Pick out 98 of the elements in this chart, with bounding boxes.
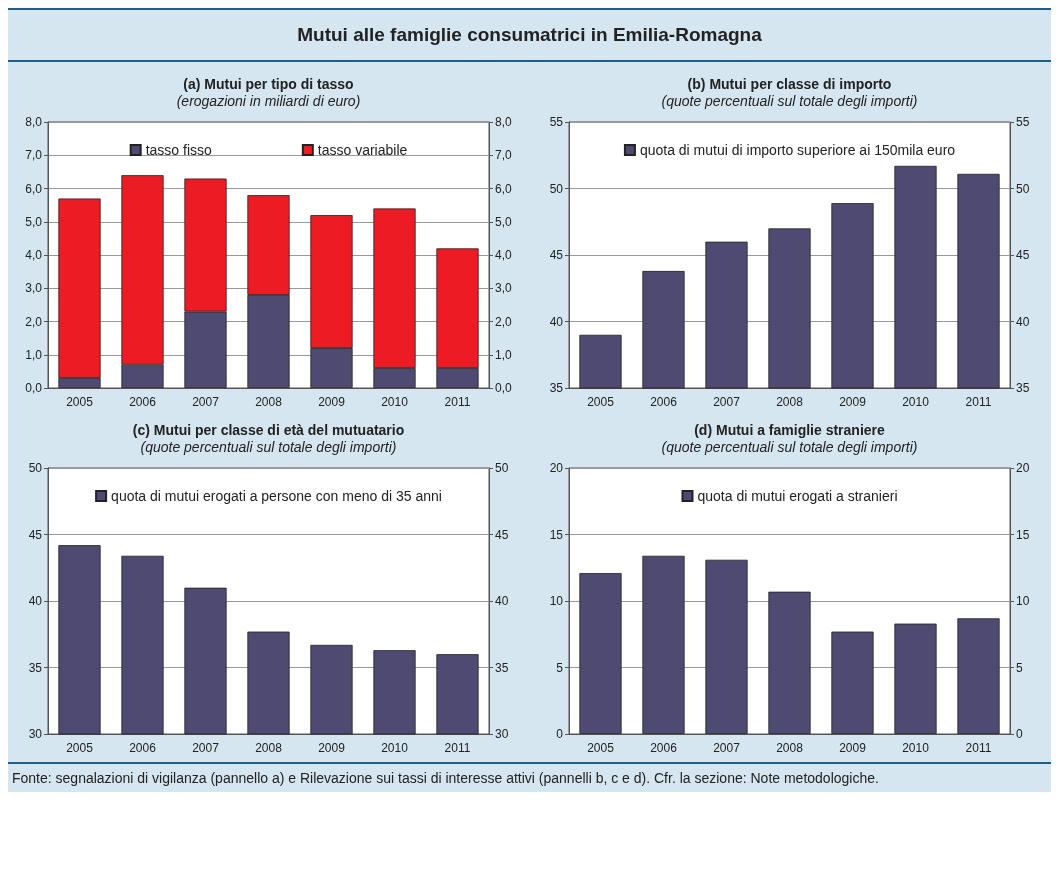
- chart-subtitle: (quote percentuali sul totale degli importi): [661, 439, 918, 455]
- x-tick-label: 2007: [192, 395, 220, 409]
- y-tick-label: 10: [549, 594, 564, 608]
- y2-tick-label: 40: [495, 594, 509, 608]
- y-tick-label: 5: [556, 660, 564, 675]
- y2-tick-label: 4,0: [495, 248, 513, 262]
- y-tick-label: 6,0: [25, 181, 43, 196]
- chart-subtitle: (quote percentuali sul totale degli importi): [661, 93, 918, 109]
- y-tick-label: 55: [549, 115, 564, 129]
- x-tick-label: 2008: [776, 741, 804, 755]
- y2-tick-label: 3,0: [495, 281, 513, 296]
- x-tick-label: 2006: [650, 395, 678, 409]
- x-tick-label: 2011: [965, 395, 992, 409]
- legend-label: tasso variabile: [317, 142, 408, 158]
- chart-subtitle: (erogazioni in miliardi di euro): [176, 93, 361, 109]
- y-tick-label: 45: [28, 527, 43, 542]
- y2-tick-label: 1,0: [495, 347, 513, 362]
- y2-tick-label: 30: [495, 727, 509, 741]
- y2-tick-label: 55: [1016, 115, 1030, 129]
- legend-label: quota di mutui erogati a persone con meno di 35 anni: [111, 488, 442, 504]
- y2-tick-label: 0: [1016, 727, 1023, 741]
- y-tick-label: 35: [549, 381, 564, 395]
- x-tick-label: 2005: [587, 395, 615, 409]
- y2-tick-label: 15: [1016, 527, 1030, 542]
- x-tick-label: 2006: [129, 741, 157, 755]
- x-tick-label: 2007: [713, 741, 741, 755]
- chart-title: (d) Mutui a famiglie straniere: [694, 422, 885, 438]
- y-tick-label: 20: [549, 461, 564, 475]
- bar: [894, 623, 937, 734]
- legend-label: quota di mutui erogati a stranieri: [697, 488, 898, 504]
- y-tick-label: 40: [28, 594, 43, 608]
- x-tick-label: 2010: [902, 395, 930, 409]
- x-tick-label: 2008: [255, 741, 283, 755]
- y2-tick-label: 10: [1016, 594, 1030, 608]
- bar: [768, 591, 811, 734]
- y2-tick-label: 7,0: [495, 148, 513, 163]
- text: Mutui alle famiglie consumatrici in Emilia-Romagna: [296, 24, 763, 46]
- y-tick-label: 0: [556, 727, 564, 741]
- y2-tick-label: 50: [495, 461, 509, 475]
- y2-tick-label: 0,0: [495, 381, 513, 395]
- y-tick-label: 4,0: [25, 248, 43, 262]
- x-tick-label: 2005: [66, 395, 94, 409]
- x-tick-label: 2008: [776, 395, 804, 409]
- y2-tick-label: 8,0: [495, 115, 513, 129]
- x-tick-label: 2010: [902, 741, 930, 755]
- chart-title: (b) Mutui per classe di importo: [687, 76, 892, 92]
- x-tick-label: 2010: [381, 395, 409, 409]
- chart-subtitle: (quote percentuali sul totale degli importi): [140, 439, 397, 455]
- x-tick-label: 2009: [839, 741, 867, 755]
- legend-label: quota di mutui di importo superiore ai 150mila euro: [639, 142, 956, 158]
- y-tick-label: 40: [549, 314, 564, 329]
- y2-tick-label: 45: [495, 527, 509, 542]
- bar: [705, 559, 748, 734]
- chart-title: (a) Mutui per tipo di tasso: [183, 76, 354, 92]
- y2-tick-label: 6,0: [495, 181, 513, 196]
- x-tick-label: 2010: [381, 741, 409, 755]
- x-tick-label: 2009: [318, 741, 346, 755]
- y2-tick-label: 35: [495, 660, 509, 675]
- y2-tick-label: 35: [1016, 381, 1030, 395]
- x-tick-label: 2011: [444, 395, 471, 409]
- y-tick-label: 15: [549, 527, 564, 542]
- bar: [579, 573, 622, 734]
- y2-tick-label: 50: [1016, 181, 1030, 196]
- y-tick-label: 8,0: [25, 115, 43, 129]
- y-tick-label: 50: [549, 181, 564, 196]
- x-tick-label: 2008: [255, 395, 283, 409]
- bar: [831, 631, 874, 734]
- x-tick-label: 2005: [587, 741, 615, 755]
- x-tick-label: 2011: [965, 741, 992, 755]
- y-tick-label: 35: [28, 660, 43, 675]
- bar: [957, 618, 1000, 734]
- y-tick-label: 2,0: [25, 314, 43, 329]
- y2-tick-label: 5,0: [495, 214, 513, 229]
- x-tick-label: 2007: [192, 741, 220, 755]
- x-tick-label: 2009: [839, 395, 867, 409]
- x-tick-label: 2006: [129, 395, 157, 409]
- y2-tick-label: 2,0: [495, 314, 513, 329]
- y2-tick-label: 45: [1016, 248, 1030, 262]
- y2-tick-label: 40: [1016, 314, 1030, 329]
- x-tick-label: 2007: [713, 395, 741, 409]
- y-tick-label: 0,0: [25, 381, 43, 395]
- x-tick-label: 2006: [650, 741, 678, 755]
- x-tick-label: 2011: [444, 741, 471, 755]
- y-tick-label: 3,0: [25, 281, 43, 296]
- chart-title: (c) Mutui per classe di età del mutuatario: [132, 422, 405, 438]
- legend-label: tasso fisso: [145, 142, 213, 158]
- x-tick-label: 2009: [318, 395, 346, 409]
- y-tick-label: 7,0: [25, 148, 43, 163]
- y-tick-label: 5,0: [25, 214, 43, 229]
- y2-tick-label: 20: [1016, 461, 1030, 475]
- source-note: Fonte: segnalazioni di vigilanza (pannello a) e Rilevazione sui tassi di interesse attivi (pannelli b, c e d). Cfr. la sezione: Note metodologiche.: [12, 770, 880, 786]
- y-tick-label: 50: [28, 461, 43, 475]
- y2-tick-label: 5: [1016, 660, 1023, 675]
- y-tick-label: 45: [549, 248, 564, 262]
- x-tick-label: 2005: [66, 741, 94, 755]
- y-tick-label: 1,0: [25, 347, 43, 362]
- bar: [642, 555, 685, 734]
- y-tick-label: 30: [28, 727, 43, 741]
